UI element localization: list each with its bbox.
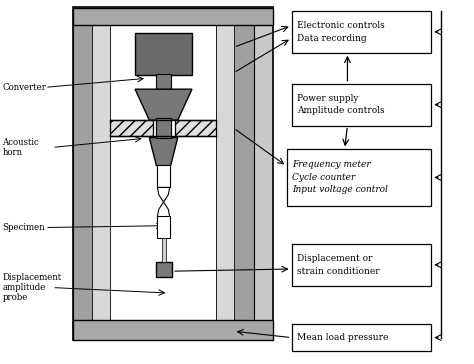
Bar bbox=[73, 8, 273, 25]
Bar bbox=[156, 118, 171, 138]
Polygon shape bbox=[157, 187, 170, 217]
Bar bbox=[162, 238, 166, 262]
Bar bbox=[135, 33, 192, 75]
Bar bbox=[175, 120, 216, 136]
Polygon shape bbox=[135, 89, 192, 120]
Text: Specimen: Specimen bbox=[2, 223, 45, 232]
Text: Displacement
amplitude
probe: Displacement amplitude probe bbox=[2, 273, 62, 302]
Bar bbox=[287, 149, 431, 206]
Text: Frequency meter
Cycle counter
Input voltage control: Frequency meter Cycle counter Input volt… bbox=[292, 161, 388, 194]
Bar bbox=[157, 165, 170, 187]
Text: Converter: Converter bbox=[2, 83, 46, 92]
Bar bbox=[156, 74, 171, 89]
Text: Power supply
Amplitude controls: Power supply Amplitude controls bbox=[297, 94, 385, 115]
Bar bbox=[73, 7, 273, 340]
Bar bbox=[292, 84, 431, 126]
Bar bbox=[156, 119, 171, 135]
Bar bbox=[156, 262, 172, 277]
Text: Mean load pressure: Mean load pressure bbox=[297, 333, 389, 342]
Text: Electronic controls
Data recording: Electronic controls Data recording bbox=[297, 21, 385, 43]
Bar bbox=[292, 244, 431, 286]
Bar bbox=[110, 16, 216, 331]
Text: Displacement or
strain conditioner: Displacement or strain conditioner bbox=[297, 254, 380, 276]
Text: Acoustic
horn: Acoustic horn bbox=[2, 138, 39, 157]
Bar bbox=[232, 16, 254, 331]
Bar bbox=[292, 11, 431, 53]
Bar bbox=[157, 216, 170, 238]
Polygon shape bbox=[149, 138, 178, 166]
Bar bbox=[110, 120, 153, 136]
Bar bbox=[216, 16, 234, 331]
Bar bbox=[92, 16, 110, 331]
Bar bbox=[73, 320, 273, 340]
Bar bbox=[292, 324, 431, 351]
Bar bbox=[73, 16, 95, 331]
